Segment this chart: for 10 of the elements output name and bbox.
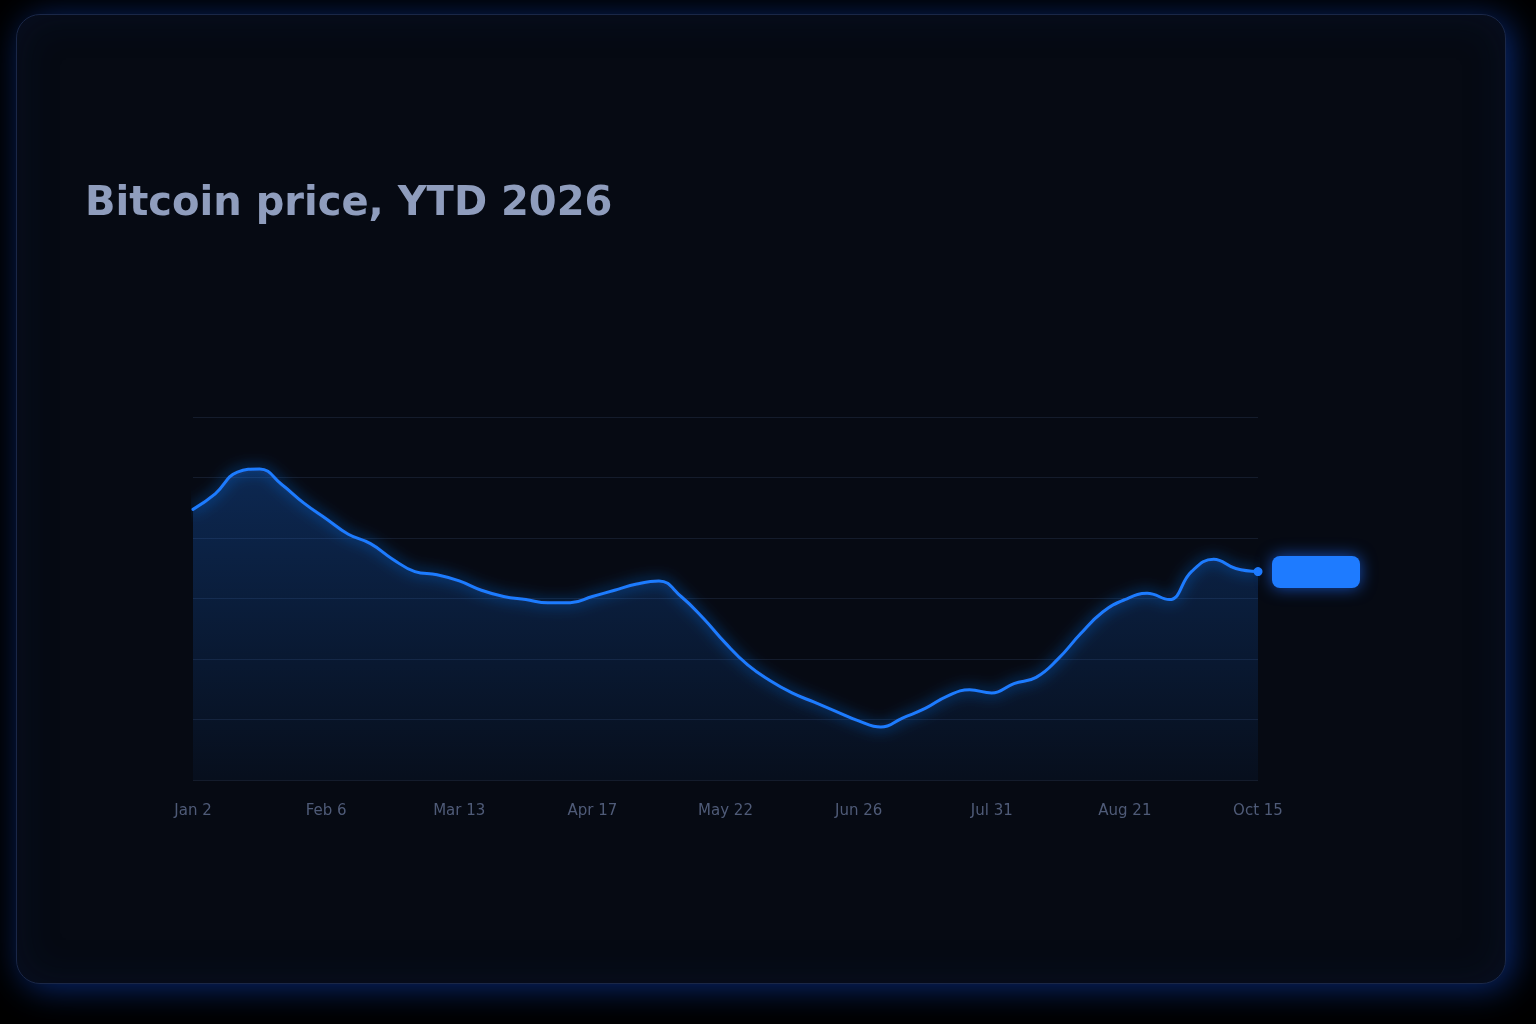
x-tick-label: Jan 2 [173, 800, 212, 819]
x-tick-label: Aug 21 [1098, 800, 1152, 819]
x-tick-label: Jul 31 [969, 800, 1013, 819]
x-tick-label: Oct 15 [1233, 800, 1283, 819]
x-tick-label: Feb 6 [305, 800, 347, 819]
chart-title: Bitcoin price, YTD 2026 [85, 178, 613, 224]
x-tick-label: Apr 17 [567, 800, 618, 819]
x-tick-label: Mar 13 [433, 800, 486, 819]
x-tick-label: May 22 [698, 800, 753, 819]
x-tick-label: Jun 26 [833, 800, 883, 819]
